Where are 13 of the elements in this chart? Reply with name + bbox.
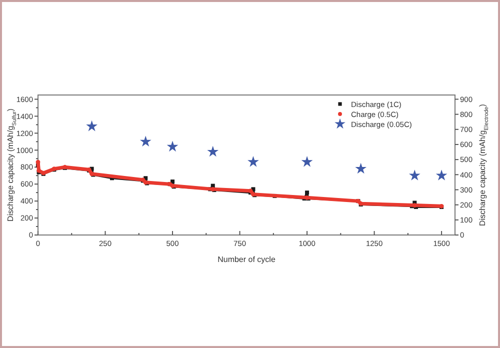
point	[36, 160, 40, 164]
point	[355, 162, 367, 174]
point	[170, 180, 175, 184]
point	[408, 170, 420, 180]
point	[166, 140, 178, 152]
point	[305, 190, 310, 195]
point	[207, 146, 219, 157]
point	[140, 136, 152, 146]
point	[301, 156, 313, 167]
point	[436, 170, 448, 180]
x-axis-title: Number of cycle	[218, 255, 276, 264]
point	[248, 156, 259, 167]
point	[86, 120, 98, 132]
